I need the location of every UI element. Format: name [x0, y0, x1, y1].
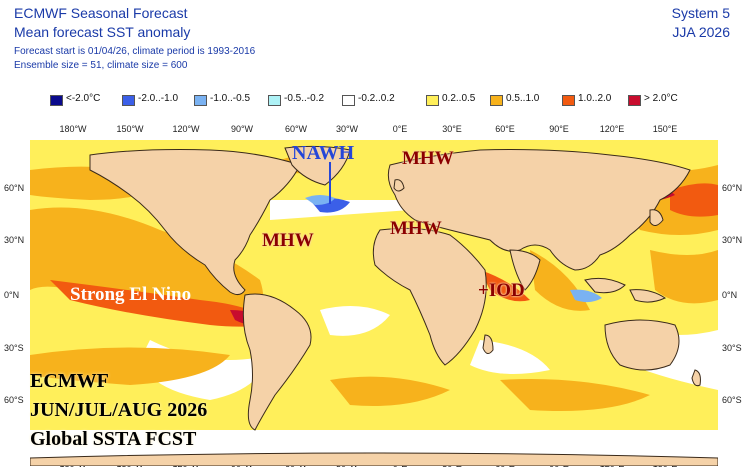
latitude-label: 60°S — [4, 395, 24, 405]
ensemble-info: Ensemble size = 51, climate size = 600 — [14, 60, 188, 71]
legend-swatch — [490, 95, 503, 106]
sst-anomaly-map — [30, 140, 718, 466]
system-label: System 5 — [671, 5, 730, 21]
map-subtitle: Mean forecast SST anomaly — [14, 24, 191, 40]
season-label: JJA 2026 — [672, 24, 730, 40]
longitude-label: 60°W — [284, 124, 308, 134]
mhw-north-annotation: MHW — [402, 148, 454, 169]
legend-swatch — [194, 95, 207, 106]
latitude-label: 30°N — [4, 235, 25, 245]
legend-swatch — [426, 95, 439, 106]
legend-swatch — [122, 95, 135, 106]
longitude-label: 60°E — [495, 124, 515, 134]
longitude-label: 120°E — [599, 124, 625, 134]
longitude-label: 150°E — [652, 124, 678, 134]
overlay-season: JUN/JUL/AUG 2026 — [30, 399, 208, 421]
legend-swatch — [268, 95, 281, 106]
legend-label: -1.0..-0.5 — [210, 93, 251, 104]
mhw-med-annotation: MHW — [390, 218, 442, 239]
map-title: ECMWF Seasonal Forecast — [14, 5, 188, 21]
legend-label: -2.0..-1.0 — [138, 93, 179, 104]
legend-swatch — [50, 95, 63, 106]
legend-label: <-2.0°C — [66, 93, 101, 104]
nawh-annotation: NAWH — [292, 142, 355, 164]
longitude-label: 0°E — [392, 124, 408, 134]
el-nino-annotation: Strong El Nino — [70, 284, 192, 305]
longitude-label: 120°W — [172, 124, 200, 134]
latitude-label: 30°S — [4, 343, 24, 353]
forecast-info: Forecast start is 01/04/26, climate peri… — [14, 46, 256, 57]
iod-annotation: +IOD — [478, 280, 525, 301]
latitude-label: 30°S — [722, 343, 742, 353]
overlay-ecmwf: ECMWF — [30, 370, 109, 392]
legend-swatch — [562, 95, 575, 106]
mhw-west-annotation: MHW — [262, 230, 314, 251]
legend-swatch — [342, 95, 355, 106]
legend-label: -0.5..-0.2 — [284, 93, 325, 104]
longitude-label: 90°E — [549, 124, 569, 134]
overlay-forecast: Global SSTA FCST — [30, 428, 197, 450]
anomaly-layer-cool — [250, 195, 602, 303]
latitude-label: 0°N — [722, 290, 738, 300]
legend-label: 1.0..2.0 — [578, 93, 612, 104]
legend-swatch — [628, 95, 641, 106]
legend-label: > 2.0°C — [644, 93, 678, 104]
longitude-label: 90°W — [230, 124, 254, 134]
land-masses — [30, 145, 718, 466]
legend-label: 0.5..1.0 — [506, 93, 540, 104]
latitude-label: 60°S — [722, 395, 742, 405]
longitude-label: 30°E — [442, 124, 462, 134]
latitude-label: 60°N — [722, 183, 743, 193]
longitude-label: 180°W — [59, 124, 87, 134]
legend-label: 0.2..0.5 — [442, 93, 476, 104]
legend-label: -0.2..0.2 — [358, 93, 395, 104]
longitude-label: 150°W — [116, 124, 144, 134]
latitude-label: 60°N — [4, 183, 25, 193]
longitude-label: 30°W — [335, 124, 359, 134]
latitude-label: 0°N — [4, 290, 20, 300]
latitude-label: 30°N — [722, 235, 743, 245]
